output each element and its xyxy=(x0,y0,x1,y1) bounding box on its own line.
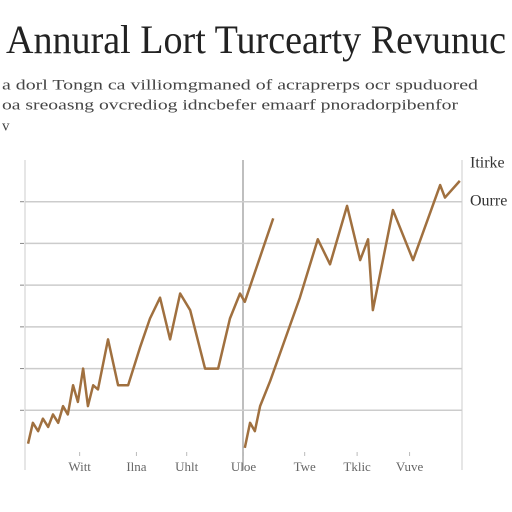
x-tick-label: Witt xyxy=(68,459,91,474)
legend-label: Itirke xyxy=(470,155,505,172)
x-tick-label: Twe xyxy=(294,459,316,474)
x-tick-label: Tklic xyxy=(343,459,371,474)
series-line xyxy=(243,180,461,449)
subtitle: a dorl Tongn ca villiomgmaned of acrapre… xyxy=(2,77,479,93)
subtitle: v xyxy=(2,118,10,134)
x-tick-label: Vuve xyxy=(396,459,424,474)
x-tick-label: Uhlt xyxy=(175,459,199,474)
subtitle: oa sreoasng ovcrediog idncbefer emaarf p… xyxy=(2,97,458,113)
legend-label: Ourre xyxy=(470,193,507,210)
x-tick-label: Ilna xyxy=(126,459,146,474)
chart-title: Annural Lort Turcearty Revunuc xyxy=(6,17,506,62)
x-tick-label: Uloe xyxy=(231,459,257,474)
series-line xyxy=(26,217,275,444)
